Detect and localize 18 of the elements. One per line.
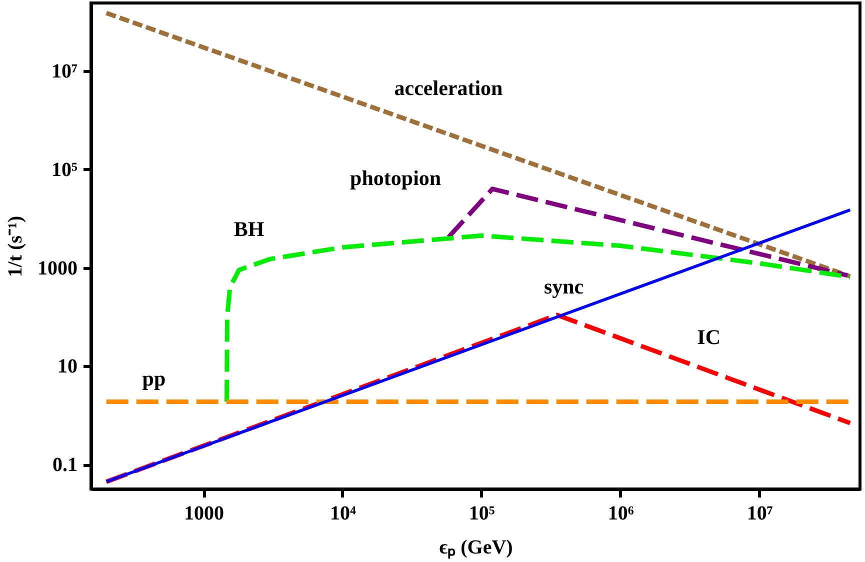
series-label: pp xyxy=(142,366,166,391)
y-tick-label: 10 xyxy=(58,356,78,378)
x-axis-title: ϵₚ (GeV) xyxy=(439,536,513,560)
y-tick-label: 1000 xyxy=(38,257,78,280)
y-tick-label: 0.1 xyxy=(52,454,78,476)
series-label: IC xyxy=(697,324,720,349)
series-label: sync xyxy=(544,274,584,299)
x-tick-label: 1000 xyxy=(184,502,224,524)
x-tick-label: 10⁶ xyxy=(608,502,634,524)
y-tick-label: 10⁵ xyxy=(52,158,78,181)
series-label: BH xyxy=(234,217,264,242)
x-tick-label: 10⁴ xyxy=(330,502,356,524)
y-axis-title: 1/t (s⁻¹) xyxy=(4,216,26,278)
series-label: photopion xyxy=(350,166,442,190)
y-tick-label: 10⁷ xyxy=(52,60,78,82)
x-tick-label: 10⁷ xyxy=(746,502,773,524)
x-tick-label: 10⁵ xyxy=(468,502,495,524)
series-label: acceleration xyxy=(394,76,504,100)
